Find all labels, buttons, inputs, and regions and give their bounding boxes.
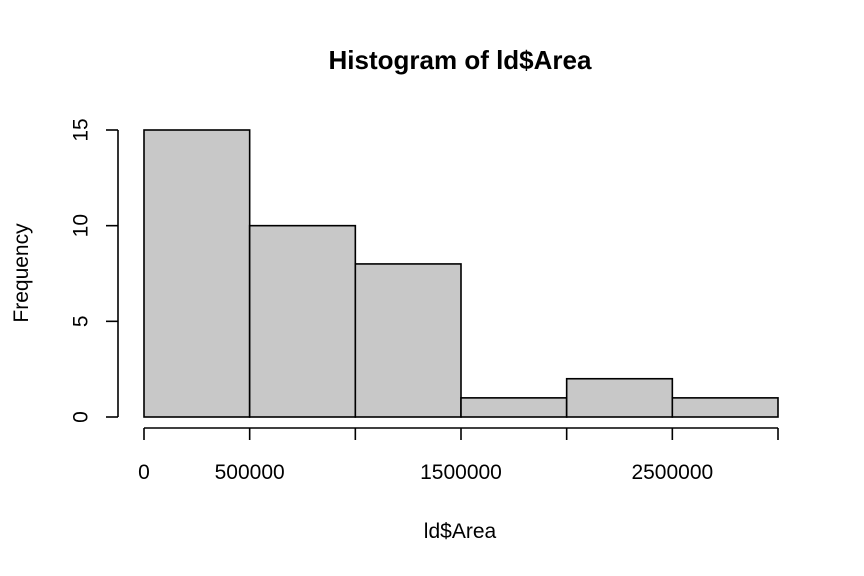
- y-tick-label: 0: [69, 411, 92, 423]
- y-axis-label: Frequency: [10, 223, 33, 323]
- x-tick-label: 2500000: [631, 461, 713, 484]
- histogram-bar: [354, 263, 462, 418]
- histogram-bar: [565, 377, 674, 418]
- y-tick-label: 10: [69, 214, 92, 237]
- histogram-bar: [143, 129, 251, 418]
- x-tick-label: 1500000: [420, 461, 502, 484]
- x-tick-label: 500000: [215, 461, 285, 484]
- bars-group: [143, 129, 779, 418]
- x-axis: 0 500000 1500000 2500000: [138, 427, 779, 484]
- chart-title: Histogram of ld$Area: [329, 45, 592, 75]
- y-axis: 0 5 10 15: [69, 118, 119, 423]
- histogram-bar: [671, 397, 779, 418]
- y-tick-label: 15: [69, 118, 92, 141]
- x-axis-label: ld$Area: [424, 520, 497, 543]
- y-tick-label: 5: [69, 315, 92, 327]
- histogram-bar: [248, 224, 357, 418]
- histogram-bar: [460, 397, 568, 418]
- x-tick-label: 0: [138, 461, 150, 484]
